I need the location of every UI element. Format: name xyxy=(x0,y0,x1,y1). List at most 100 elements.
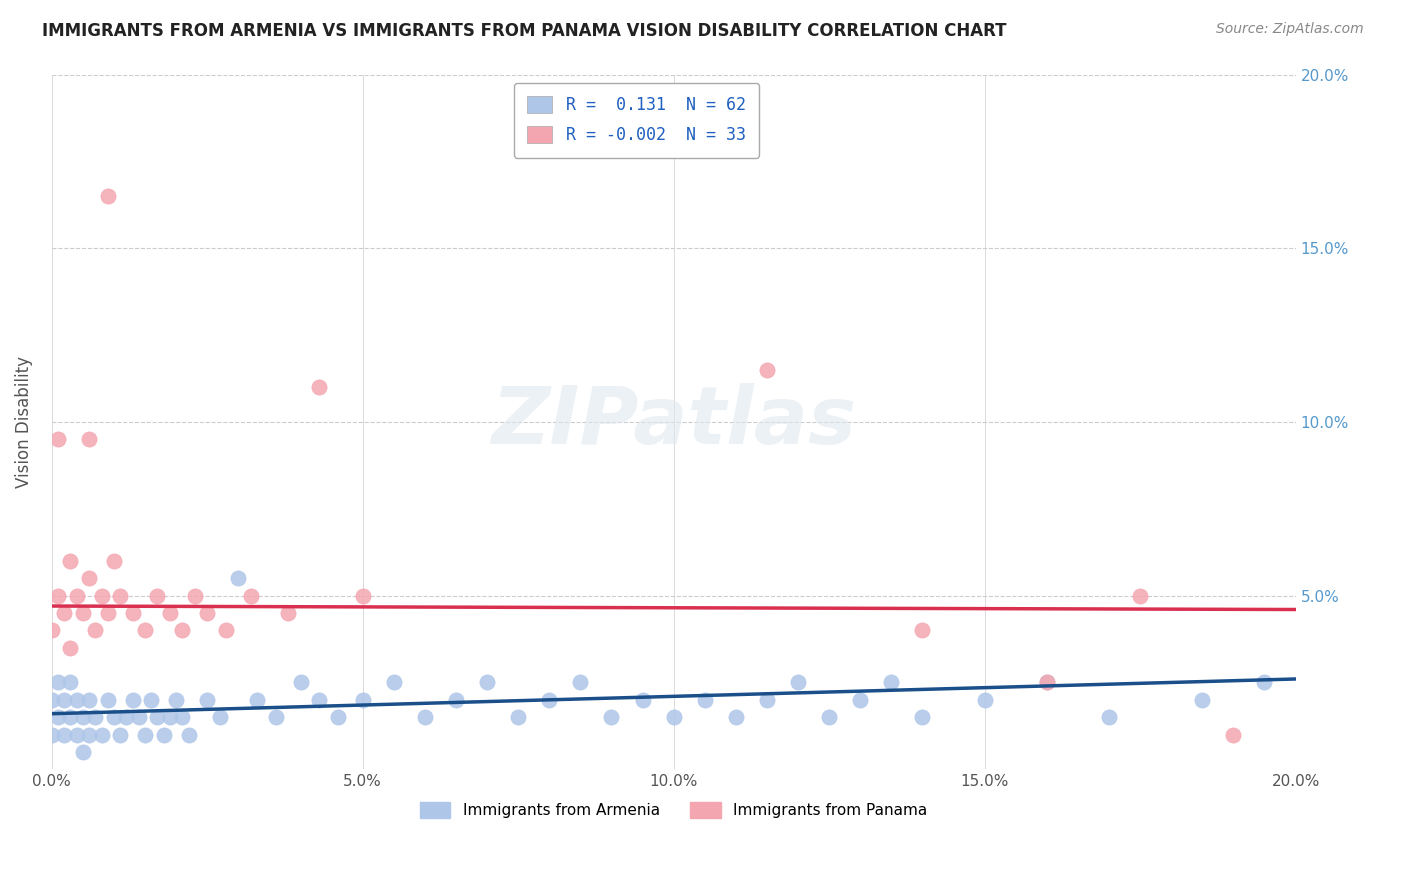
Text: Source: ZipAtlas.com: Source: ZipAtlas.com xyxy=(1216,22,1364,37)
Point xyxy=(413,710,436,724)
Point xyxy=(77,432,100,446)
Point xyxy=(97,189,120,203)
Point xyxy=(46,710,69,724)
Point xyxy=(72,606,94,620)
Point xyxy=(53,693,76,707)
Point xyxy=(146,589,169,603)
Point xyxy=(84,710,107,724)
Point xyxy=(59,640,82,655)
Point xyxy=(65,589,87,603)
Point xyxy=(165,693,187,707)
Point xyxy=(508,710,530,724)
Point xyxy=(1129,589,1152,603)
Point xyxy=(787,675,810,690)
Point xyxy=(72,745,94,759)
Point xyxy=(195,606,218,620)
Point xyxy=(177,728,200,742)
Point xyxy=(538,693,561,707)
Point xyxy=(172,710,194,724)
Point xyxy=(755,363,778,377)
Point xyxy=(97,606,120,620)
Point xyxy=(569,675,592,690)
Point xyxy=(444,693,467,707)
Point xyxy=(1036,675,1059,690)
Point xyxy=(239,589,262,603)
Point xyxy=(108,728,131,742)
Point xyxy=(290,675,312,690)
Point xyxy=(53,606,76,620)
Point xyxy=(103,710,125,724)
Point xyxy=(911,624,934,638)
Point xyxy=(1036,675,1059,690)
Point xyxy=(134,728,156,742)
Point xyxy=(382,675,405,690)
Point xyxy=(90,589,112,603)
Point xyxy=(72,710,94,724)
Point xyxy=(911,710,934,724)
Point xyxy=(184,589,207,603)
Point xyxy=(59,554,82,568)
Point xyxy=(159,606,181,620)
Point xyxy=(159,710,181,724)
Point xyxy=(475,675,498,690)
Point xyxy=(849,693,872,707)
Point xyxy=(46,589,69,603)
Point xyxy=(46,432,69,446)
Point xyxy=(215,624,238,638)
Point xyxy=(246,693,269,707)
Point xyxy=(121,693,143,707)
Point xyxy=(128,710,150,724)
Point xyxy=(277,606,299,620)
Point xyxy=(1098,710,1121,724)
Point xyxy=(693,693,716,707)
Point xyxy=(662,710,685,724)
Text: IMMIGRANTS FROM ARMENIA VS IMMIGRANTS FROM PANAMA VISION DISABILITY CORRELATION : IMMIGRANTS FROM ARMENIA VS IMMIGRANTS FR… xyxy=(42,22,1007,40)
Point xyxy=(818,710,841,724)
Point xyxy=(1253,675,1275,690)
Text: ZIPatlas: ZIPatlas xyxy=(491,383,856,461)
Point xyxy=(59,675,82,690)
Point xyxy=(352,589,374,603)
Point xyxy=(724,710,747,724)
Point xyxy=(115,710,138,724)
Point xyxy=(308,693,330,707)
Legend: Immigrants from Armenia, Immigrants from Panama: Immigrants from Armenia, Immigrants from… xyxy=(413,796,934,824)
Point xyxy=(41,728,63,742)
Point xyxy=(308,380,330,394)
Point xyxy=(90,728,112,742)
Point xyxy=(65,693,87,707)
Point xyxy=(46,675,69,690)
Point xyxy=(41,624,63,638)
Point xyxy=(352,693,374,707)
Point xyxy=(1222,728,1244,742)
Point xyxy=(146,710,169,724)
Point xyxy=(108,589,131,603)
Point xyxy=(141,693,163,707)
Point xyxy=(65,728,87,742)
Point xyxy=(77,571,100,585)
Point xyxy=(1191,693,1213,707)
Point xyxy=(195,693,218,707)
Point xyxy=(172,624,194,638)
Point xyxy=(121,606,143,620)
Point xyxy=(53,728,76,742)
Point xyxy=(208,710,231,724)
Point xyxy=(631,693,654,707)
Y-axis label: Vision Disability: Vision Disability xyxy=(15,356,32,488)
Point xyxy=(41,693,63,707)
Point xyxy=(97,693,120,707)
Point xyxy=(973,693,995,707)
Point xyxy=(326,710,349,724)
Point xyxy=(755,693,778,707)
Point xyxy=(103,554,125,568)
Point xyxy=(77,728,100,742)
Point xyxy=(77,693,100,707)
Point xyxy=(134,624,156,638)
Point xyxy=(152,728,174,742)
Point xyxy=(228,571,250,585)
Point xyxy=(600,710,623,724)
Point xyxy=(59,710,82,724)
Point xyxy=(84,624,107,638)
Point xyxy=(880,675,903,690)
Point xyxy=(264,710,287,724)
